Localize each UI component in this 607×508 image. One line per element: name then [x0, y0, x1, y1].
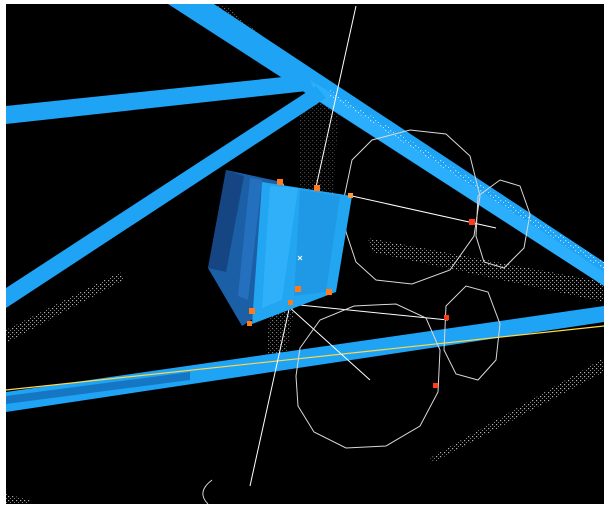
- handle-ring-lower[interactable]: [433, 383, 438, 388]
- handle-middle-bottom[interactable]: [295, 286, 301, 292]
- handle-left-bottom[interactable]: [247, 321, 252, 326]
- handle-ring-upper[interactable]: [469, 219, 475, 225]
- handle-top-left[interactable]: [277, 179, 283, 185]
- handle-bottom-right[interactable]: [326, 289, 332, 295]
- handle-ring-right[interactable]: [444, 315, 449, 320]
- handle-top-right[interactable]: [348, 193, 353, 198]
- handle-pivot[interactable]: [288, 300, 293, 305]
- handle-top-middle[interactable]: [314, 185, 320, 191]
- handle-left-lower[interactable]: [249, 308, 255, 314]
